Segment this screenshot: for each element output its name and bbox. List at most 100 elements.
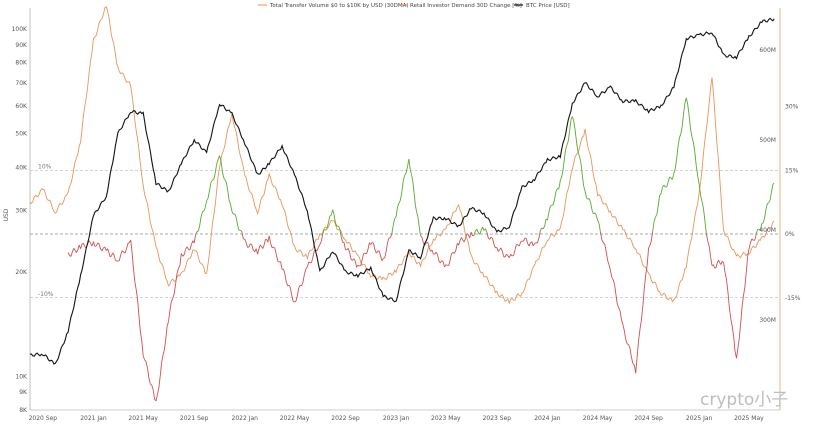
series-segment-retail-demand	[195, 231, 198, 235]
series-segment-retail-demand	[514, 244, 517, 250]
series-segment-retail-demand	[337, 225, 341, 230]
series-segment-retail-demand	[161, 355, 164, 364]
series-segment-retail-demand	[112, 252, 115, 255]
series-segment-retail-demand	[373, 243, 376, 250]
series-segment-retail-demand	[571, 116, 575, 122]
x-tick-label: 2021 Jan	[80, 415, 107, 422]
series-segment-retail-demand	[676, 146, 679, 160]
y-right-volume-tick-label: 300M	[759, 317, 776, 324]
series-segment-retail-demand	[182, 254, 185, 257]
series-segment-retail-demand	[340, 236, 344, 243]
series-segment-retail-demand	[149, 383, 153, 386]
series-segment-retail-demand	[724, 272, 727, 280]
series-segment-retail-demand	[214, 164, 218, 174]
series-segment-retail-demand	[196, 230, 199, 233]
series-segment-retail-demand	[259, 244, 262, 247]
series-segment-retail-demand	[566, 140, 569, 146]
series-segment-retail-demand	[320, 234, 324, 242]
series-segment-retail-demand	[397, 203, 400, 208]
x-tick-label: 2024 May	[583, 415, 613, 422]
series-segment-retail-demand	[247, 246, 250, 248]
series-segment-retail-demand	[295, 295, 298, 302]
series-segment-retail-demand	[354, 260, 358, 268]
x-tick-label: 2025 Jan	[686, 415, 713, 422]
series-segment-retail-demand	[698, 184, 702, 196]
series-segment-retail-demand	[767, 202, 769, 205]
series-segment-retail-demand	[531, 241, 534, 246]
series-segment-retail-demand	[673, 168, 676, 174]
series-segment-retail-demand	[289, 287, 293, 296]
series-segment-retail-demand	[361, 253, 365, 260]
series-segment-retail-demand	[76, 249, 79, 253]
series-segment-retail-demand	[67, 252, 70, 256]
x-tick-label: 2021 May	[128, 415, 158, 422]
series-segment-retail-demand	[584, 191, 587, 198]
series-segment-retail-demand	[704, 220, 707, 234]
series-segment-retail-demand	[473, 230, 476, 236]
series-segment-retail-demand	[730, 318, 733, 327]
series-segment-retail-demand	[162, 349, 165, 356]
x-tick-label: 2023 Jan	[383, 415, 410, 422]
series-segment-retail-demand	[685, 97, 689, 105]
series-segment-retail-demand	[95, 242, 99, 247]
series-segment-retail-demand	[213, 173, 216, 180]
series-segment-retail-demand	[754, 235, 757, 241]
series-segment-retail-demand	[378, 250, 381, 256]
series-segment-retail-demand	[168, 310, 171, 322]
series-segment-retail-demand	[332, 209, 335, 216]
series-segment-retail-demand	[70, 252, 73, 257]
series-segment-retail-demand	[251, 244, 254, 251]
series-segment-retail-demand	[366, 249, 369, 255]
series-segment-retail-demand	[659, 193, 662, 196]
series-segment-retail-demand	[563, 149, 567, 160]
series-segment-retail-demand	[655, 214, 658, 218]
series-segment-retail-demand	[532, 243, 535, 247]
series-segment-retail-demand	[166, 321, 169, 327]
series-segment-retail-demand	[455, 243, 458, 251]
series-segment-retail-demand	[476, 229, 479, 233]
series-segment-retail-demand	[219, 155, 222, 161]
series-segment-retail-demand	[409, 169, 412, 175]
x-tick-label: 2022 May	[280, 415, 310, 422]
series-segment-retail-demand	[736, 348, 739, 359]
series-segment-retail-demand	[204, 200, 208, 208]
tick-labels: 2020 Sep 2021 Jan 2021 May 2021 Sep 2022 Jan…	[3, 26, 801, 422]
series-segment-retail-demand	[768, 200, 771, 203]
series-segment-retail-demand	[439, 260, 443, 264]
series-segment-retail-demand	[98, 243, 102, 250]
series-segment-retail-demand	[435, 251, 438, 255]
series-segment-retail-demand	[466, 233, 469, 236]
series-segment-retail-demand	[147, 368, 150, 379]
series-segment-retail-demand	[621, 319, 624, 325]
series-segment-retail-demand	[636, 340, 640, 358]
series-segment-retail-demand	[623, 330, 627, 340]
series-line-transfer-volume	[29, 6, 775, 305]
series-segment-retail-demand	[288, 285, 291, 288]
series-segment-retail-demand	[479, 230, 482, 235]
series-segment-retail-demand	[737, 339, 740, 349]
series-segment-retail-demand	[604, 244, 607, 252]
series-segment-retail-demand	[353, 258, 356, 262]
series-segment-retail-demand	[590, 202, 593, 211]
series-segment-retail-demand	[632, 363, 635, 366]
series-segment-retail-demand	[97, 242, 100, 245]
series-segment-retail-demand	[762, 218, 765, 224]
series-segment-retail-demand	[186, 246, 189, 250]
watermark: crypto小子	[700, 390, 788, 410]
series-segment-retail-demand	[469, 232, 472, 238]
series-segment-retail-demand	[180, 253, 184, 257]
series-segment-retail-demand	[322, 229, 325, 235]
series-segment-retail-demand	[413, 193, 416, 206]
series-segment-retail-demand	[678, 133, 682, 139]
series-segment-retail-demand	[357, 264, 360, 267]
x-tick-label: 2024 Sep	[634, 415, 663, 422]
series-segment-retail-demand	[311, 256, 314, 263]
series-segment-retail-demand	[349, 252, 352, 260]
series-segment-retail-demand	[486, 231, 489, 239]
series-segment-retail-demand	[493, 244, 496, 249]
series-segment-retail-demand	[319, 241, 322, 245]
series-segment-retail-demand	[544, 219, 547, 227]
series-segment-retail-demand	[520, 240, 523, 243]
series-segment-retail-demand	[135, 290, 139, 301]
series-segment-retail-demand	[178, 265, 181, 269]
